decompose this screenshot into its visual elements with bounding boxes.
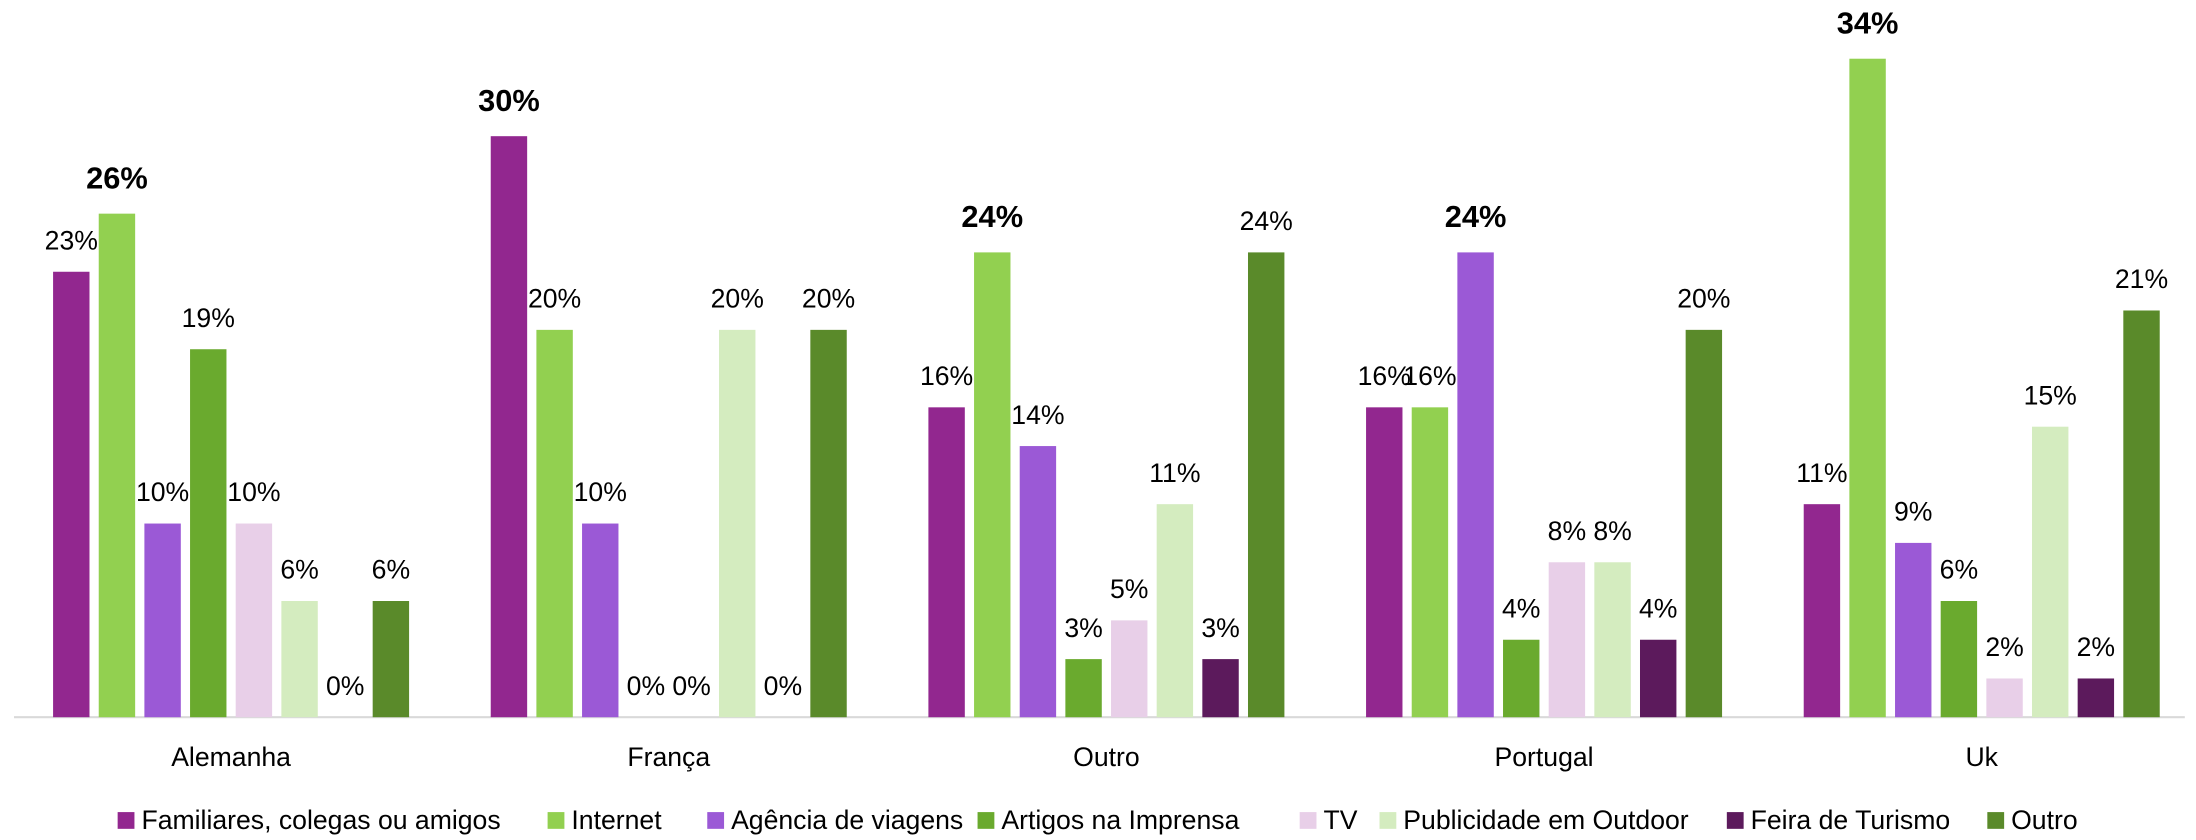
data-label: 10% (227, 477, 280, 507)
data-label: 16% (920, 361, 973, 391)
bar (144, 523, 181, 718)
data-label: 16% (1403, 361, 1456, 391)
data-label: 20% (528, 284, 581, 314)
bar (1503, 639, 1540, 718)
x-tick-label: França (627, 742, 710, 772)
bar (536, 329, 573, 718)
bar (2032, 426, 2069, 718)
data-label: 0% (764, 671, 802, 701)
bar (1366, 407, 1403, 718)
data-label: 15% (2024, 380, 2077, 410)
legend-label: Internet (571, 805, 662, 835)
bar (281, 601, 318, 718)
bar (235, 523, 273, 718)
legend-label: Publicidade em Outdoor (1403, 805, 1688, 835)
legend-label: Feira de Turismo (1751, 805, 1951, 835)
data-label: 23% (45, 226, 98, 256)
data-label: 0% (627, 671, 665, 701)
legend-swatch (547, 812, 565, 829)
legend-label: Familiares, colegas ou amigos (141, 805, 500, 835)
bar (582, 523, 619, 718)
x-tick-label: Portugal (1495, 742, 1594, 772)
data-label: 0% (672, 671, 710, 701)
bar (1594, 562, 1631, 718)
data-label: 24% (961, 199, 1023, 234)
bar (1202, 659, 1239, 718)
data-label: 24% (1445, 199, 1507, 234)
data-label: 3% (1201, 613, 1239, 643)
data-label: 26% (86, 160, 148, 195)
data-label: 4% (1639, 593, 1677, 623)
data-label: 10% (136, 477, 189, 507)
data-label: 6% (280, 555, 318, 585)
data-label: 30% (478, 83, 540, 118)
bar (1019, 446, 1057, 718)
x-tick-label: Alemanha (171, 742, 291, 772)
bar (719, 329, 756, 718)
bar (1247, 252, 1285, 718)
bar (190, 349, 227, 718)
data-label: 8% (1548, 516, 1586, 546)
bar (2077, 678, 2115, 718)
legend-swatch (1987, 812, 2005, 829)
data-label: 20% (1677, 284, 1730, 314)
legend-swatch (707, 812, 725, 829)
data-label: 4% (1502, 593, 1540, 623)
legend-swatch (117, 812, 135, 829)
bar (928, 407, 965, 718)
legend-swatch (977, 812, 995, 829)
legend-swatch (1379, 812, 1397, 829)
data-label: 21% (2115, 264, 2168, 294)
legend-swatch (1726, 812, 1744, 829)
bar (1895, 542, 1932, 718)
bar (1457, 252, 1494, 718)
data-label: 6% (372, 555, 410, 585)
bar (1411, 407, 1449, 718)
bar (490, 136, 528, 718)
data-label: 20% (802, 284, 855, 314)
bar (974, 252, 1011, 718)
bar (1940, 601, 1978, 718)
x-tick-label: Uk (1965, 742, 1998, 772)
legend-label: Outro (2011, 805, 2078, 835)
data-label: 20% (711, 284, 764, 314)
data-label: 10% (574, 477, 627, 507)
bar (1548, 562, 1586, 718)
bar (1639, 639, 1677, 718)
data-label: 11% (1149, 458, 1200, 488)
bar (810, 329, 847, 718)
data-label: 0% (326, 671, 364, 701)
bar (53, 271, 90, 718)
data-label: 11% (1796, 458, 1847, 488)
bar (98, 213, 136, 718)
legend-label: Agência de viagens (731, 805, 963, 835)
bar (1803, 504, 1841, 718)
data-label: 8% (1593, 516, 1631, 546)
data-label: 5% (1110, 574, 1148, 604)
legend-label: Artigos na Imprensa (1001, 805, 1239, 835)
legend-swatch (1299, 812, 1317, 829)
bar (1849, 58, 1886, 718)
bar (1065, 659, 1102, 718)
data-label: 6% (1940, 555, 1978, 585)
data-label: 14% (1011, 400, 1064, 430)
bar (1685, 329, 1723, 718)
data-label: 9% (1894, 497, 1932, 527)
data-label: 19% (182, 303, 235, 333)
bar (1156, 504, 1194, 718)
bar (372, 601, 410, 718)
bar (1986, 678, 2023, 718)
data-label: 34% (1837, 5, 1899, 40)
x-tick-label: Outro (1073, 742, 1140, 772)
data-label: 3% (1064, 613, 1102, 643)
bar (2123, 310, 2160, 718)
data-label: 24% (1240, 206, 1293, 236)
data-label: 16% (1358, 361, 1411, 391)
data-label: 2% (1985, 632, 2023, 662)
bar (1111, 620, 1148, 718)
data-label: 2% (2077, 632, 2115, 662)
legend-label: TV (1323, 805, 1357, 835)
